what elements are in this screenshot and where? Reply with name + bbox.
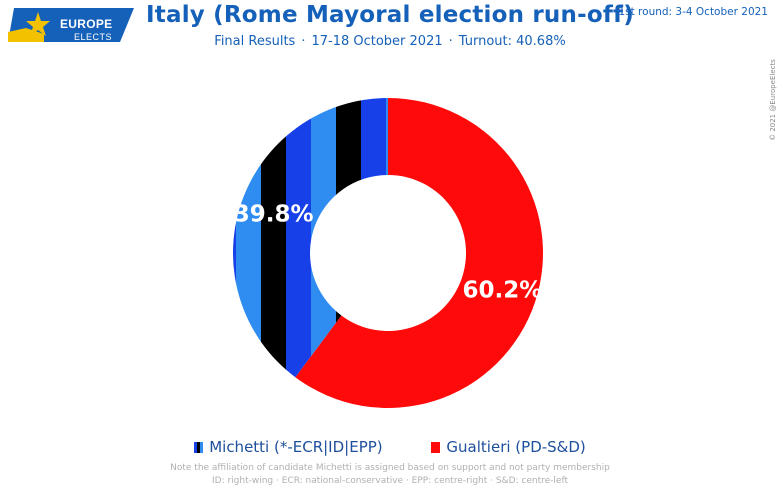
legend-item-michetti: Michetti (*-ECR|ID|EPP) (194, 438, 383, 456)
europe-elects-logo: EUROPE ELECTS (8, 8, 134, 42)
legend-label-michetti: Michetti (*-ECR|ID|EPP) (209, 438, 383, 456)
logo-text-elects: ELECTS (74, 32, 113, 42)
logo-text-europe: EUROPE (60, 17, 113, 31)
chart-title: Italy (Rome Mayoral election run-off) (146, 2, 634, 28)
legend-swatch-michetti (194, 442, 204, 453)
legend-item-gualtieri: Gualtieri (PD-S&D) (431, 438, 586, 456)
logo-graphic (8, 8, 134, 42)
chart-subtitle: Final Results · 17-18 October 2021 · Turnout… (0, 34, 780, 49)
subtitle-separator: · (301, 34, 306, 49)
data-label-michetti: 39.8% (234, 202, 314, 228)
donut-slice-gualtieri (295, 98, 543, 408)
affiliation-note: Note the affiliation of candidate Michet… (170, 463, 610, 473)
legend-label-gualtieri: Gualtieri (PD-S&D) (446, 438, 586, 456)
subtitle-dates: 17-18 October 2021 (311, 34, 443, 49)
subtitle-separator: · (448, 34, 453, 49)
legend-swatch-gualtieri (431, 442, 441, 453)
donut-slice-michetti (232, 97, 388, 378)
chart-legend: Michetti (*-ECR|ID|EPP) Gualtieri (PD-S&… (0, 438, 780, 456)
subtitle-results: Final Results (214, 34, 296, 49)
star-icon (26, 12, 50, 36)
first-round-note: 1st round: 3-4 October 2021 (618, 6, 768, 18)
subtitle-turnout: Turnout: 40.68% (458, 34, 566, 49)
abbreviation-note: ID: right-wing · ECR: national-conservat… (211, 476, 568, 486)
data-label-gualtieri: 60.2% (462, 277, 542, 303)
